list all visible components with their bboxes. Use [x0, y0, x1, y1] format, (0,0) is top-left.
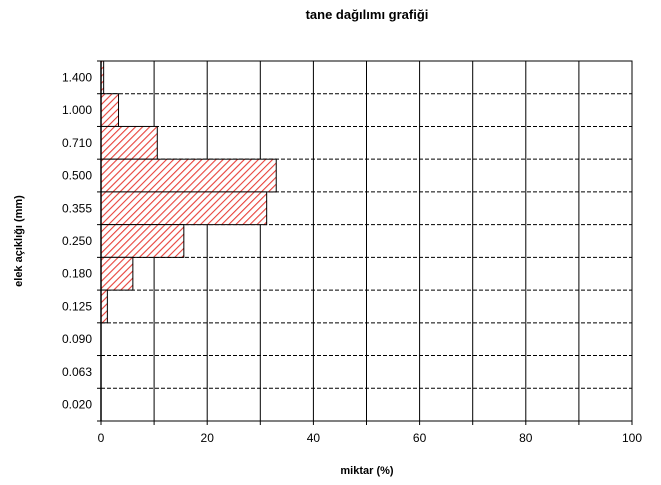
y-tick-label: 1.000 [62, 103, 92, 117]
y-tick-label: 0.710 [62, 136, 92, 150]
plot-area: 1.400 1.000 0.710 0.500 0.355 0.250 0.180 0.125… [62, 60, 642, 445]
y-tick-label: 0.020 [62, 398, 92, 412]
x-tick-label: 80 [519, 431, 533, 445]
y-tick-label: 0.250 [62, 234, 92, 248]
x-tick-label: 40 [307, 431, 321, 445]
bar [100, 289, 108, 324]
bar [100, 224, 185, 258]
y-tick-label: 0.355 [62, 201, 92, 215]
bar [100, 93, 120, 127]
chart-title: tane dağılımı grafiği [306, 7, 429, 22]
bar [100, 158, 277, 193]
y-axis-title: elek açıklığı (mm) [13, 195, 25, 287]
x-tick-label: 20 [201, 431, 215, 445]
bar [100, 125, 158, 160]
y-tick-label: 0.125 [62, 299, 92, 313]
y-tick-label: 0.090 [62, 332, 92, 346]
y-tick-label: 0.063 [62, 365, 92, 379]
x-tick-label: 100 [622, 431, 642, 445]
x-tick-label: 0 [98, 431, 105, 445]
x-axis-title: miktar (%) [340, 465, 394, 477]
y-tick-label: 0.500 [62, 169, 92, 183]
bar [100, 191, 268, 226]
x-tick-label: 60 [413, 431, 427, 445]
bar [100, 256, 134, 291]
y-tick-label: 0.180 [62, 267, 92, 281]
y-tick-label: 1.400 [62, 70, 92, 84]
